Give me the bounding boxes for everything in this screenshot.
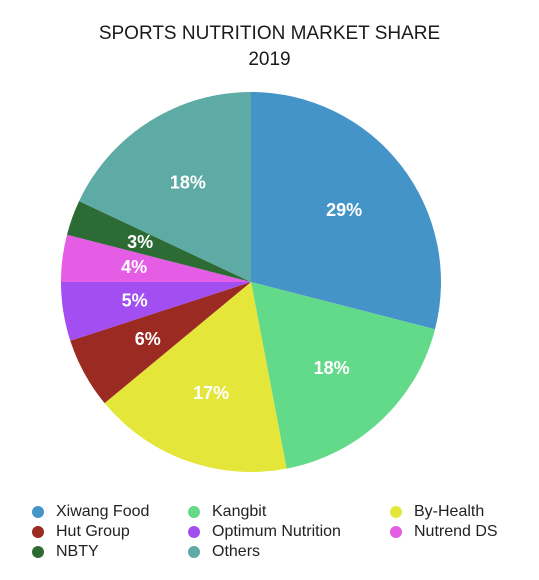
slice-label-1: 18% [314, 358, 350, 378]
pie-chart: 29% 18% 17% 6% 5% 4% 3% 18% [61, 92, 441, 472]
legend-label-6: NBTY [56, 543, 99, 560]
legend-swatch-7 [188, 546, 200, 558]
pie-slice-6 [66, 201, 251, 282]
legend-label-5: Nutrend DS [414, 523, 498, 540]
pie-slice-3 [70, 282, 251, 404]
legend-label-0: Xiwang Food [56, 503, 150, 520]
slice-label-4: 5% [122, 290, 148, 310]
legend-item-1: Kangbit [188, 502, 266, 522]
legend-item-7: Others [188, 542, 260, 562]
legend-swatch-6 [32, 546, 44, 558]
slice-label-2: 17% [193, 383, 229, 403]
legend-swatch-4 [188, 526, 200, 538]
legend-swatch-1 [188, 506, 200, 518]
slice-label-3: 6% [135, 329, 161, 349]
pie-slice-5 [61, 234, 251, 282]
legend-item-0: Xiwang Food [32, 502, 149, 522]
chart-title: SPORTS NUTRITION MARKET SHARE [98, 23, 441, 44]
legend-swatch-2 [390, 506, 402, 518]
legend-item-5: Nutrend DS [390, 522, 498, 542]
pie-slice-2 [104, 282, 287, 472]
legend-label-4: Optimum Nutrition [212, 523, 341, 540]
pie-slice-0 [251, 92, 441, 330]
slice-label-0: 29% [326, 200, 362, 220]
legend-item-6: NBTY [32, 542, 99, 562]
chart-subtitle: 2019 [248, 49, 291, 70]
legend-item-4: Optimum Nutrition [188, 522, 341, 542]
pie-slice-4 [61, 282, 251, 341]
pie-slice-7 [79, 92, 251, 282]
legend-item-3: Hut Group [32, 522, 130, 542]
legend-label-3: Hut Group [56, 523, 130, 540]
chart-legend: Xiwang Food Kangbit By-Health Hut Group Opti… [0, 500, 539, 572]
slice-label-6: 3% [127, 232, 153, 252]
legend-label-2: By-Health [414, 503, 485, 520]
legend-label-7: Others [212, 543, 261, 560]
legend-item-2: By-Health [390, 502, 484, 522]
legend-label-1: Kangbit [212, 503, 267, 520]
pie-slice-1 [251, 282, 436, 469]
slice-label-7: 18% [170, 173, 206, 193]
legend-swatch-0 [32, 506, 44, 518]
legend-swatch-5 [390, 526, 402, 538]
slice-label-5: 4% [121, 257, 147, 277]
legend-swatch-3 [32, 526, 44, 538]
